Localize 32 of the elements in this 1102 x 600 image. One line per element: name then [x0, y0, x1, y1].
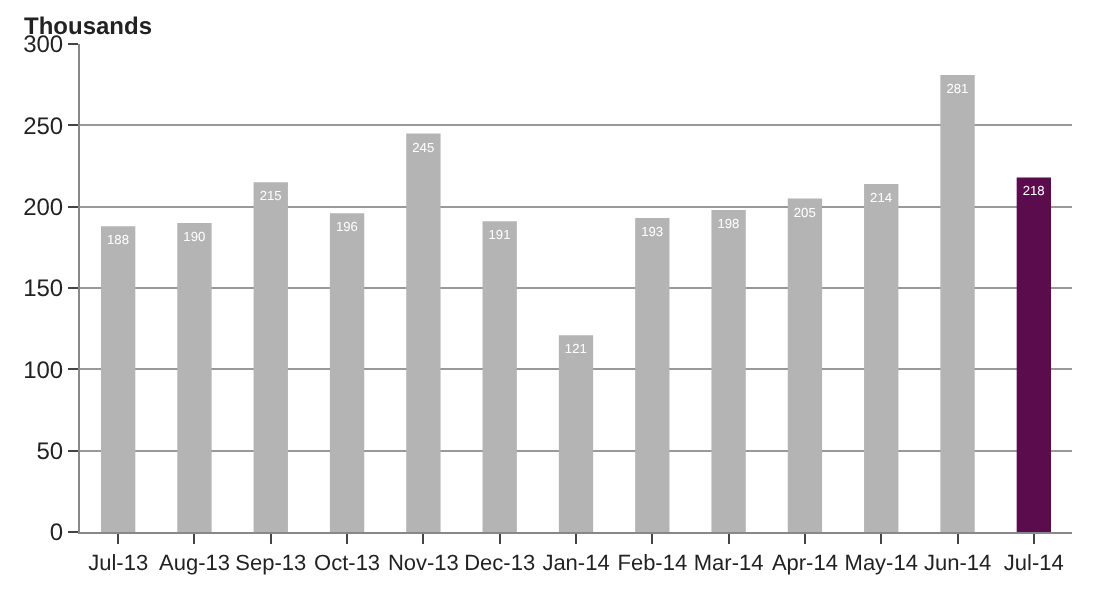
- x-tick-label: Jul-13: [88, 552, 149, 577]
- x-tick-label: Feb-14: [617, 552, 688, 577]
- x-tick-label: Sep-13: [235, 552, 307, 577]
- bar: [787, 198, 823, 532]
- bar: [558, 335, 594, 532]
- bar: [864, 183, 899, 532]
- y-tick-label: 150: [23, 274, 64, 303]
- x-tick-label: Dec-13: [464, 552, 536, 577]
- y-tick-label: 0: [49, 518, 64, 547]
- y-tick-label: 250: [23, 111, 64, 140]
- y-tick-label: 100: [23, 355, 64, 384]
- bar: [329, 213, 365, 532]
- x-tick-label: Mar-14: [693, 552, 764, 577]
- x-tick-label: Jan-14: [542, 552, 610, 577]
- bar: [635, 218, 670, 532]
- x-tick-label: Oct-13: [314, 552, 381, 577]
- x-tick-label: May-14: [844, 552, 918, 577]
- x-tick-label: Aug-13: [158, 552, 230, 577]
- x-tick-label: Jul-14: [1003, 552, 1064, 577]
- y-tick-label: 200: [23, 193, 64, 222]
- x-tick-label: Apr-14: [771, 552, 838, 577]
- bar: [711, 209, 746, 532]
- y-tick-label: 50: [36, 437, 64, 466]
- bar: [406, 133, 441, 532]
- bar: [253, 182, 288, 532]
- bar: [940, 74, 975, 532]
- bar: [482, 221, 517, 532]
- x-tick-label: Jun-14: [923, 552, 992, 577]
- x-tick-label: Nov-13: [387, 552, 459, 577]
- bar: [1016, 177, 1052, 532]
- bar: [100, 226, 136, 532]
- bar: [177, 222, 212, 532]
